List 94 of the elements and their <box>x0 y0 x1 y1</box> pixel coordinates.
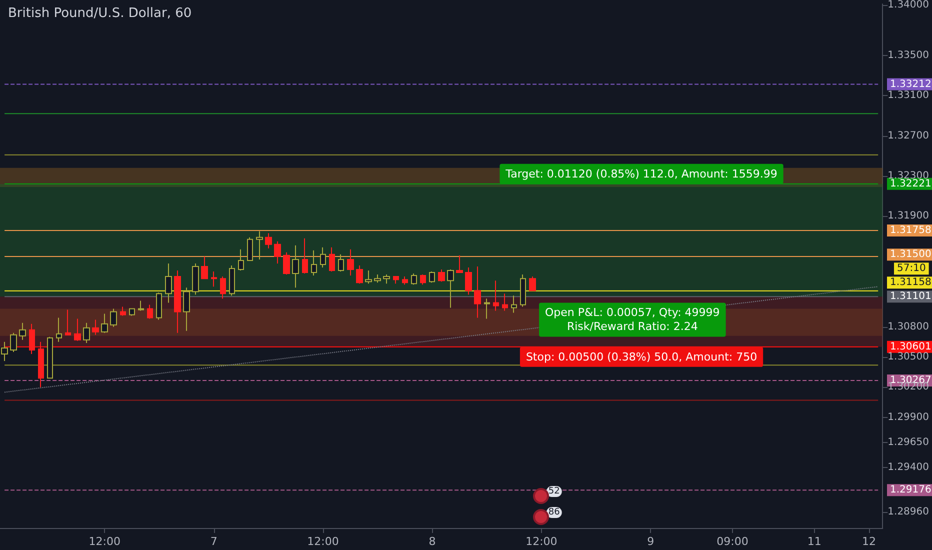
candlestick <box>38 341 44 388</box>
x-tick-label: 11 <box>807 535 822 548</box>
candlestick <box>411 273 417 286</box>
candlestick <box>47 336 53 379</box>
candlestick <box>165 262 172 304</box>
ref-line-label: 1.31101 <box>890 291 932 302</box>
candlestick <box>493 280 499 312</box>
candlestick <box>19 322 26 340</box>
candlestick <box>447 269 454 308</box>
candlestick <box>456 254 463 274</box>
candlestick <box>1 341 8 362</box>
annotation: 52 <box>548 486 560 496</box>
candlestick <box>356 264 363 284</box>
ref-line-label: 1.33212 <box>890 78 932 90</box>
candlestick <box>365 270 372 284</box>
candlestick <box>429 271 435 284</box>
candlestick <box>156 292 162 320</box>
candlestick <box>211 271 217 288</box>
candlestick <box>383 274 390 284</box>
candlestick <box>92 319 99 336</box>
candlestick <box>256 230 263 260</box>
ref-line-label: 1.32221 <box>890 178 932 190</box>
candlestick <box>374 274 381 284</box>
candlestick <box>238 248 244 272</box>
ref-line-label: 1.31500 <box>890 249 932 260</box>
candlestick <box>74 318 81 342</box>
candlestick <box>110 308 117 328</box>
candlestick <box>474 266 481 318</box>
candlestick <box>511 295 517 314</box>
candlestick <box>247 236 253 261</box>
annotation: Open P&L: 0.00057, Qty: 49999 Risk/Reward Ratio: 2.24 <box>545 306 720 334</box>
candlestick <box>101 313 108 334</box>
text: 57:10 <box>897 263 926 274</box>
candlestick <box>465 267 472 296</box>
x-tick-label: 12:00 <box>307 535 339 548</box>
annotation: 86 <box>548 508 560 518</box>
candlestick <box>292 244 299 288</box>
candlestick <box>129 308 135 316</box>
y-tick-label: 1.29400 <box>888 462 930 474</box>
candlestick <box>329 246 335 272</box>
y-tick-label: 1.28960 <box>888 506 930 518</box>
y-tick-label: 1.30800 <box>888 321 930 332</box>
candlestick <box>393 276 399 284</box>
candlestick <box>10 332 17 352</box>
candlestick <box>311 250 317 276</box>
candlestick <box>65 309 71 336</box>
candlestick <box>201 256 208 280</box>
y-tick-label: 1.30500 <box>888 352 930 363</box>
candlestick <box>183 287 190 332</box>
candlestick <box>56 317 62 342</box>
candlestick <box>120 306 126 316</box>
candlestick <box>529 276 536 292</box>
annotation: Stop: 0.00500 (0.38%) 50.0, Amount: 750 <box>526 350 758 364</box>
y-tick-label: 1.31900 <box>888 210 930 222</box>
candlestick <box>338 254 344 272</box>
y-tick-label: 1.34000 <box>888 0 930 10</box>
candlestick <box>192 262 199 296</box>
candlestick <box>347 248 354 276</box>
chart-title: British Pound/U.S. Dollar, 60 <box>8 6 192 21</box>
y-tick-label: 1.29650 <box>888 437 930 448</box>
x-tick-label: 12:00 <box>526 535 558 548</box>
x-tick-label: 9 <box>647 535 654 548</box>
x-tick-label: 12:00 <box>88 535 120 548</box>
x-tick-label: 7 <box>210 535 218 548</box>
candlestick <box>147 304 153 320</box>
ref-line-label: 1.31758 <box>890 224 932 236</box>
y-tick-label: 1.29900 <box>888 412 930 423</box>
candlestick <box>402 276 408 286</box>
y-tick-label: 1.33100 <box>888 90 930 102</box>
candlestick <box>29 323 35 354</box>
candlestick <box>174 270 181 334</box>
ref-line-label: 1.31158 <box>890 277 932 288</box>
candlestick <box>320 246 326 268</box>
x-tick-label: 09:00 <box>716 535 748 548</box>
x-tick-label: 8 <box>428 535 436 548</box>
candlestick <box>274 240 281 264</box>
candlestick <box>302 238 308 274</box>
annotation: Target: 0.01120 (0.85%) 112.0, Amount: 1559.99 <box>504 167 778 180</box>
candlestick <box>520 274 526 308</box>
ref-line-label: 1.30601 <box>890 341 932 352</box>
candlestick <box>283 252 290 276</box>
y-tick-label: 1.32700 <box>888 130 930 142</box>
candlestick <box>229 264 235 296</box>
candlestick <box>420 274 426 286</box>
candlestick <box>138 300 144 312</box>
candlestick <box>438 269 445 282</box>
candlestick <box>83 322 90 344</box>
candlestick <box>265 232 272 249</box>
ref-line-label: 1.29176 <box>890 484 932 496</box>
x-tick-label: 12 <box>862 535 876 548</box>
y-tick-label: 1.33500 <box>888 50 930 61</box>
candlestick <box>484 298 490 320</box>
candlestick <box>502 293 508 312</box>
candlestick <box>220 276 226 300</box>
